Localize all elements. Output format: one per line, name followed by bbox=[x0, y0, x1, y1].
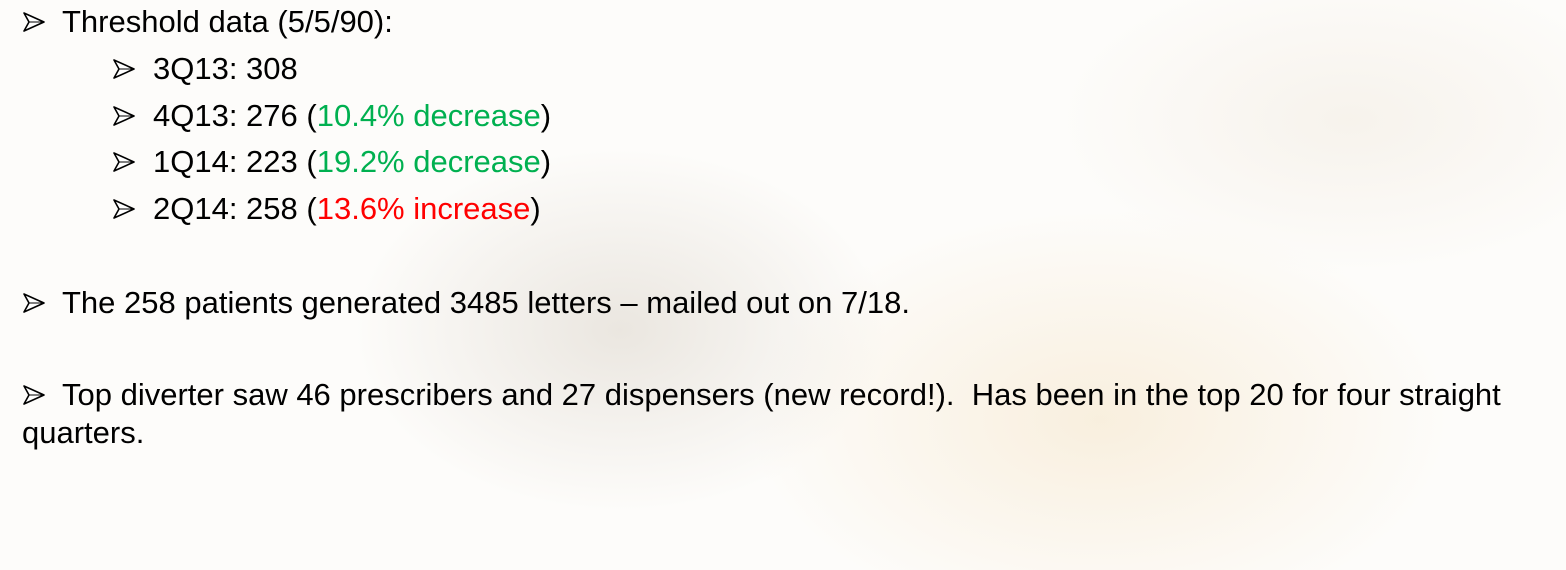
bullet-text: Top diverter saw 46 prescribers and 27 d… bbox=[22, 376, 1552, 452]
change-text: 13.6% increase bbox=[317, 191, 531, 226]
item-text: ) bbox=[530, 191, 540, 226]
change-text: 10.4% decrease bbox=[317, 98, 541, 133]
bullet-arrow bbox=[112, 57, 136, 81]
bullet-text-span: Top diverter saw 46 prescribers and 27 d… bbox=[22, 377, 1509, 450]
bullet-text: 1Q14: 223 (19.2% decrease) bbox=[153, 143, 551, 181]
bullet-text-span: Threshold data (5/5/90): bbox=[62, 4, 393, 39]
item-text: 3Q13: 308 bbox=[153, 51, 298, 86]
item-text: 4Q13: 276 ( bbox=[153, 98, 317, 133]
bullet-text: The 258 patients generated 3485 letters … bbox=[62, 284, 1552, 322]
bullet-text-span: The 258 patients generated 3485 letters … bbox=[62, 285, 910, 320]
bullet-arrow bbox=[112, 197, 136, 221]
bullet-text: 3Q13: 308 bbox=[153, 50, 298, 88]
bullet-text: 4Q13: 276 (10.4% decrease) bbox=[153, 97, 551, 135]
slide: Threshold data (5/5/90): 3Q13: 308 4Q13: 2… bbox=[0, 0, 1566, 570]
bullet-arrow bbox=[22, 10, 46, 34]
item-text: 1Q14: 223 ( bbox=[153, 144, 317, 179]
change-text: 19.2% decrease bbox=[317, 144, 541, 179]
item-text: 2Q14: 258 ( bbox=[153, 191, 317, 226]
bullet-arrow bbox=[112, 104, 136, 128]
bullet-text: 2Q14: 258 (13.6% increase) bbox=[153, 190, 541, 228]
item-text: ) bbox=[541, 98, 551, 133]
bullet-arrow bbox=[22, 291, 46, 315]
item-text: ) bbox=[541, 144, 551, 179]
bullet-arrow bbox=[112, 150, 136, 174]
bullet-text: Threshold data (5/5/90): bbox=[62, 3, 1552, 41]
